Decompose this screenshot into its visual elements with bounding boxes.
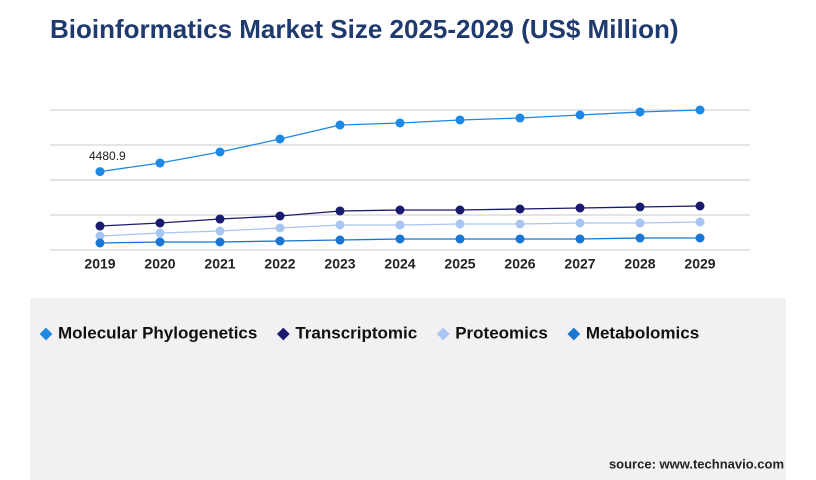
x-tick-label: 2026 [504,256,535,272]
legend-marker [436,327,450,341]
data-point [275,223,285,233]
data-point [575,110,585,120]
x-tick-label: 2027 [564,256,595,272]
data-point [95,238,105,248]
data-point [215,214,225,224]
data-point [335,220,345,230]
data-point [575,218,585,228]
x-tick-label: 2021 [204,256,235,272]
data-point [455,205,465,215]
data-point [275,134,285,144]
data-point [215,226,225,236]
legend-label: Transcriptomic [295,323,417,342]
data-point [515,234,525,244]
data-point [635,107,645,117]
data-point [575,234,585,244]
legend-marker [276,327,290,341]
legend-panel [30,298,786,480]
data-point [155,158,165,168]
data-point [695,201,705,211]
x-tick-label: 2029 [684,256,715,272]
source: source: www.technavio.com [609,456,784,471]
data-point [95,231,105,241]
data-point [515,113,525,123]
legend-label: Metabolomics [586,323,699,342]
x-tick-label: 2025 [444,256,475,272]
data-point [515,204,525,214]
legend-label: Proteomics [455,323,548,342]
x-tick-label: 2024 [384,256,415,272]
data-point [455,234,465,244]
data-point [395,220,405,230]
data-point [215,237,225,247]
data-point [335,206,345,216]
legend-label: Molecular Phylogenetics [58,323,257,342]
data-point [695,105,705,115]
x-tick-label: 2028 [624,256,655,272]
data-point [515,219,525,229]
data-point [155,237,165,247]
x-tick-label: 2023 [324,256,355,272]
data-point [155,228,165,238]
data-point [695,233,705,243]
data-point [575,203,585,213]
data-point [335,120,345,130]
data-point [635,218,645,228]
data-point [275,211,285,221]
data-point [395,118,405,128]
data-point [275,236,285,246]
data-point [215,147,225,157]
data-point [95,167,105,177]
data-label: 4480.9 [89,149,126,163]
data-point [635,233,645,243]
data-point [395,234,405,244]
x-tick-label: 2022 [264,256,295,272]
data-point [395,205,405,215]
chart-title: Bioinformatics Market Size 2025-2029 (US… [50,14,679,44]
data-point [695,217,705,227]
data-point [455,219,465,229]
data-point [455,115,465,125]
legend-marker [39,327,53,341]
data-point [335,235,345,245]
data-point [95,221,105,231]
data-point [155,218,165,228]
data-point [635,202,645,212]
x-tick-label: 2020 [144,256,175,272]
x-tick-label: 2019 [84,256,115,272]
